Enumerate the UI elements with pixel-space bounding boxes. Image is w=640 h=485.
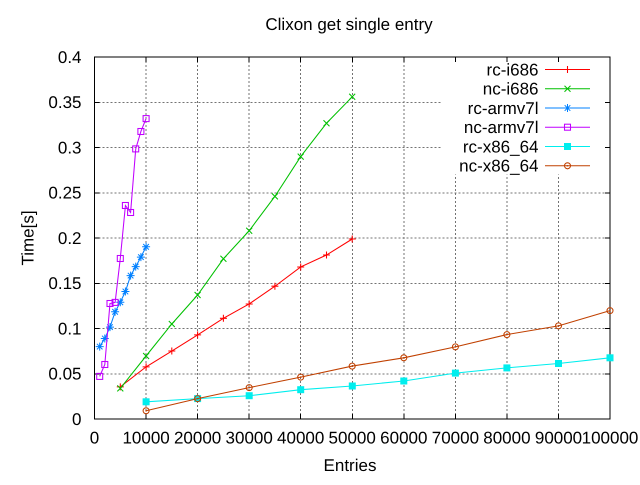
svg-text:0.3: 0.3 [58, 138, 82, 157]
svg-text:0.25: 0.25 [48, 184, 81, 203]
svg-text:nc-x86_64: nc-x86_64 [459, 157, 538, 176]
svg-text:0.1: 0.1 [58, 319, 82, 338]
svg-text:0.35: 0.35 [48, 93, 81, 112]
svg-text:0.05: 0.05 [48, 365, 81, 384]
svg-text:70000: 70000 [432, 429, 479, 448]
svg-text:0.2: 0.2 [58, 229, 82, 248]
svg-text:40000: 40000 [277, 429, 324, 448]
svg-text:nc-armv7l: nc-armv7l [464, 118, 539, 137]
svg-text:0: 0 [72, 410, 81, 429]
svg-text:rc-i686: rc-i686 [487, 60, 539, 79]
svg-text:0.15: 0.15 [48, 274, 81, 293]
svg-text:Entries: Entries [324, 456, 377, 475]
svg-text:60000: 60000 [380, 429, 427, 448]
svg-text:nc-i686: nc-i686 [483, 80, 539, 99]
svg-text:80000: 80000 [483, 429, 530, 448]
svg-text:rc-x86_64: rc-x86_64 [463, 137, 539, 156]
svg-text:Clixon get single entry: Clixon get single entry [265, 15, 433, 34]
svg-text:0.4: 0.4 [58, 48, 82, 67]
svg-text:50000: 50000 [329, 429, 376, 448]
svg-text:10000: 10000 [122, 429, 169, 448]
svg-text:100000: 100000 [582, 429, 639, 448]
svg-text:rc-armv7l: rc-armv7l [468, 99, 539, 118]
svg-text:0: 0 [90, 429, 99, 448]
svg-text:30000: 30000 [226, 429, 273, 448]
svg-text:20000: 20000 [174, 429, 221, 448]
svg-text:Time[s]: Time[s] [19, 210, 38, 265]
svg-text:90000: 90000 [535, 429, 582, 448]
